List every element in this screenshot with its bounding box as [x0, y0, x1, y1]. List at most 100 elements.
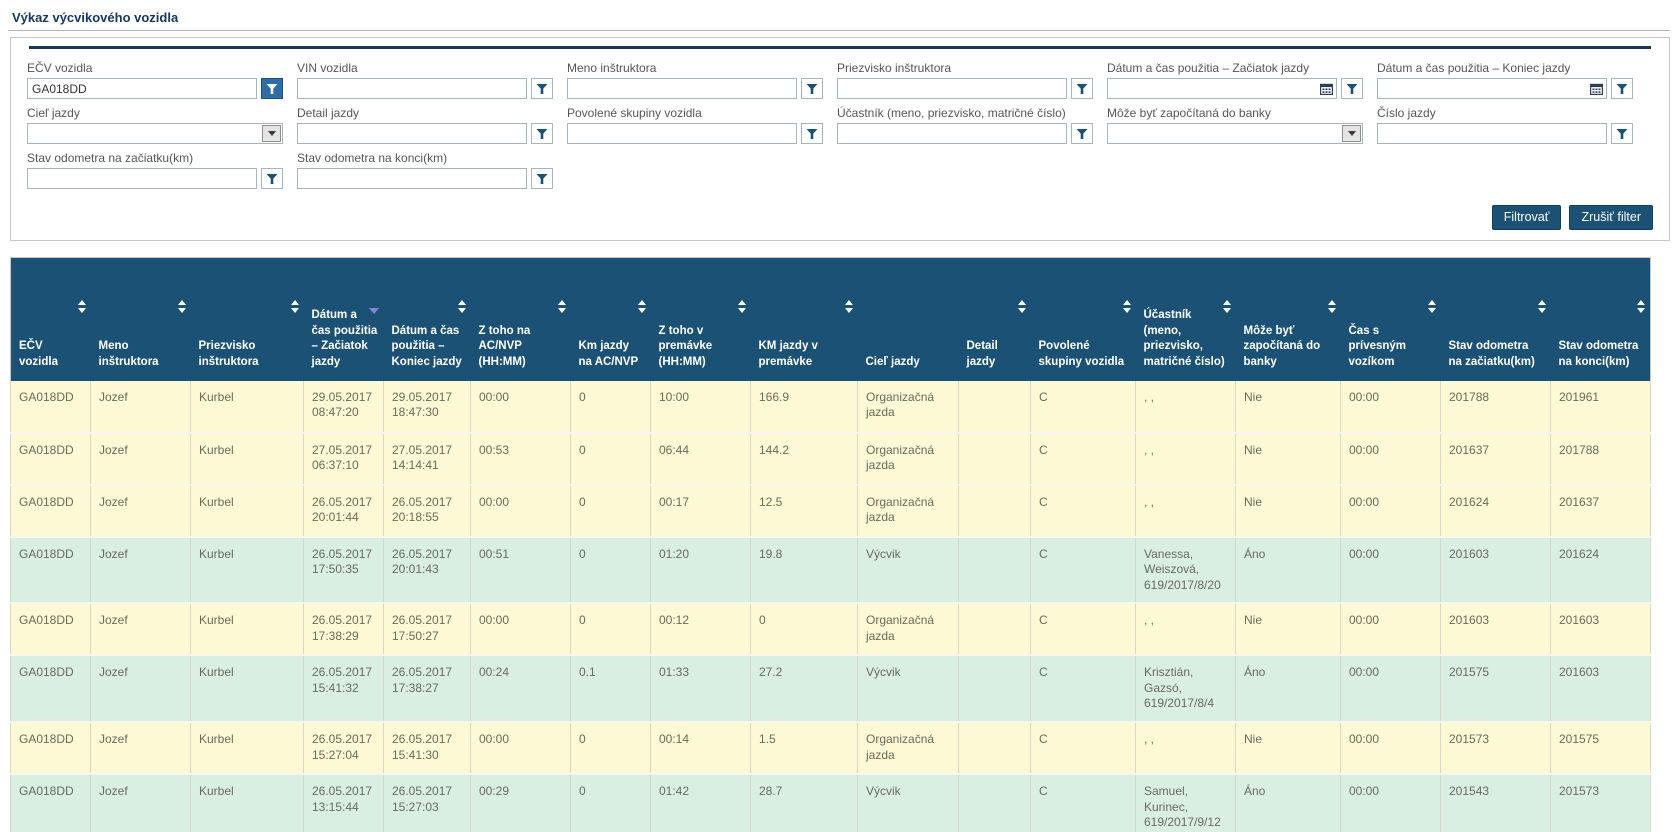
- column-header-13[interactable]: Účastník (meno, priezvisko, matričné čís…: [1135, 257, 1236, 381]
- table-row[interactable]: GA018DD Jozef Kurbel 29.05.2017 08:47:20 29.…: [10, 380, 1651, 434]
- povolene-skupiny-filter-button[interactable]: [801, 123, 823, 144]
- field-detail-jazdy: Detail jazdy: [297, 106, 553, 144]
- ciel-jazdy-dropdown-button[interactable]: [262, 125, 281, 142]
- cell: Jozef: [90, 722, 191, 776]
- cell: GA018DD: [10, 603, 91, 657]
- meno-instruktora-input[interactable]: [568, 79, 796, 98]
- column-header-14[interactable]: Môže byť započítaná do banky: [1235, 257, 1341, 381]
- sort-icon: [844, 300, 853, 313]
- table-row[interactable]: GA018DD Jozef Kurbel 26.05.2017 17:50:35 26.…: [10, 536, 1651, 605]
- datum-zaciatok-calendar-button[interactable]: [1316, 79, 1336, 98]
- priezvisko-instruktora-filter-button[interactable]: [1071, 78, 1093, 99]
- column-header-15[interactable]: Čas s prívesným vozíkom: [1340, 257, 1441, 381]
- sort-icon: [457, 300, 466, 313]
- page-title: Výkaz výcvikového vozidla: [12, 10, 179, 25]
- moze-byt-zapocitana-dropdown-button[interactable]: [1342, 125, 1361, 142]
- moze-byt-zapocitana-input[interactable]: [1108, 124, 1341, 143]
- ecv-vozidla-input[interactable]: [28, 79, 256, 98]
- funnel-icon: [266, 173, 278, 184]
- table-row[interactable]: GA018DD Jozef Kurbel 26.05.2017 13:15:44 26.…: [10, 774, 1651, 832]
- funnel-icon: [1076, 128, 1088, 139]
- funnel-icon: [536, 173, 548, 184]
- table-row[interactable]: GA018DD Jozef Kurbel 26.05.2017 17:38:29 26.…: [10, 603, 1651, 657]
- column-header-3[interactable]: Priezvisko inštruktora: [190, 257, 304, 381]
- datum-zaciatok-input[interactable]: [1108, 79, 1316, 98]
- cell: 201637: [1440, 432, 1551, 486]
- column-header-4[interactable]: Dátum a čas použitia – Začiatok jazdy: [303, 257, 384, 381]
- ucastnik-filter-button[interactable]: [1071, 123, 1093, 144]
- detail-jazdy-filter-button[interactable]: [531, 123, 553, 144]
- calendar-icon: [1589, 83, 1603, 95]
- column-header-5[interactable]: Dátum a čas použitia – Koniec jazdy: [383, 257, 471, 381]
- cell: 29.05.2017 18:47:30: [383, 380, 471, 434]
- cell: GA018DD: [10, 536, 91, 605]
- detail-jazdy-input[interactable]: [298, 124, 526, 143]
- column-header-6[interactable]: Z toho na AC/NVP (HH:MM): [470, 257, 571, 381]
- field-label: Povolené skupiny vozidla: [567, 106, 702, 120]
- cell: 01:33: [650, 655, 751, 724]
- clear-filter-button[interactable]: Zrušiť filter: [1569, 205, 1653, 230]
- cell: 28.7: [750, 774, 858, 832]
- table-row[interactable]: GA018DD Jozef Kurbel 26.05.2017 20:01:44 26.…: [10, 484, 1651, 538]
- cell: 26.05.2017 15:27:03: [383, 774, 471, 832]
- column-header-1[interactable]: EČV vozidla: [10, 257, 91, 381]
- cell: 00:00: [1340, 484, 1441, 538]
- cislo-jazdy-filter-button[interactable]: [1611, 123, 1633, 144]
- cell: Organizačná jazda: [857, 380, 959, 434]
- column-header-17[interactable]: Stav odometra na konci(km): [1550, 257, 1651, 381]
- cell: 26.05.2017 15:41:32: [303, 655, 384, 724]
- column-header-2[interactable]: Meno inštruktora: [90, 257, 191, 381]
- column-header-7[interactable]: Km jazdy na AC/NVP: [570, 257, 651, 381]
- field-meno-instruktora: Meno inštruktora: [567, 61, 823, 99]
- column-header-8[interactable]: Z toho v premávke (HH:MM): [650, 257, 751, 381]
- table-row[interactable]: GA018DD Jozef Kurbel 27.05.2017 06:37:10 27.…: [10, 432, 1651, 486]
- filter-button[interactable]: Filtrovať: [1491, 205, 1562, 230]
- cell: 00:00: [1340, 536, 1441, 605]
- column-label: Priezvisko inštruktora: [198, 340, 259, 368]
- table-row[interactable]: GA018DD Jozef Kurbel 26.05.2017 15:27:04 26.…: [10, 722, 1651, 776]
- field-label: Účastník (meno, priezvisko, matričné čís…: [837, 106, 1066, 120]
- ucastnik-input[interactable]: [838, 124, 1066, 143]
- column-label: Detail jazdy: [966, 340, 998, 368]
- panel-top-rule: [29, 46, 1651, 49]
- column-label: KM jazdy v premávke: [758, 340, 818, 368]
- field-label: Stav odometra na konci(km): [297, 151, 448, 165]
- priezvisko-instruktora-input[interactable]: [838, 79, 1066, 98]
- ecv-vozidla-filter-button[interactable]: [261, 78, 283, 99]
- column-header-11[interactable]: Detail jazdy: [958, 257, 1031, 381]
- datum-koniec-input[interactable]: [1378, 79, 1586, 98]
- ciel-jazdy-input[interactable]: [28, 124, 261, 143]
- povolene-skupiny-input[interactable]: [568, 124, 796, 143]
- column-header-9[interactable]: KM jazdy v premávke: [750, 257, 858, 381]
- cell: 144.2: [750, 432, 858, 486]
- cell: Kurbel: [190, 536, 304, 605]
- odometer-zaciatok-filter-button[interactable]: [261, 168, 283, 189]
- datum-zaciatok-filter-button[interactable]: [1341, 78, 1363, 99]
- column-header-12[interactable]: Povolené skupiny vozidla: [1030, 257, 1136, 381]
- field-label: Dátum a čas použitia – Koniec jazdy: [1377, 61, 1571, 75]
- cell: GA018DD: [10, 432, 91, 486]
- vin-vozidla-input[interactable]: [298, 79, 526, 98]
- sort-icon: [637, 300, 646, 313]
- column-header-16[interactable]: Stav odometra na začiatku(km): [1440, 257, 1551, 381]
- vin-vozidla-filter-button[interactable]: [531, 78, 553, 99]
- cell: 00:00: [1340, 380, 1441, 434]
- cell: [958, 655, 1031, 724]
- cell: 26.05.2017 17:38:27: [383, 655, 471, 724]
- datum-koniec-filter-button[interactable]: [1611, 78, 1633, 99]
- table-row[interactable]: GA018DD Jozef Kurbel 26.05.2017 15:41:32 26.…: [10, 655, 1651, 724]
- field-label: Cieľ jazdy: [27, 106, 80, 120]
- odometer-zaciatok-input[interactable]: [28, 169, 256, 188]
- meno-instruktora-filter-button[interactable]: [801, 78, 823, 99]
- cell: 201575: [1550, 722, 1651, 776]
- odometer-koniec-filter-button[interactable]: [531, 168, 553, 189]
- funnel-icon: [536, 83, 548, 94]
- datum-koniec-calendar-button[interactable]: [1586, 79, 1606, 98]
- field-label: Stav odometra na začiatku(km): [27, 151, 194, 165]
- cell: Nie: [1235, 484, 1341, 538]
- cell: , ,: [1135, 722, 1236, 776]
- cell: Kurbel: [190, 603, 304, 657]
- cell: 0.1: [570, 655, 651, 724]
- odometer-koniec-input[interactable]: [298, 169, 526, 188]
- cislo-jazdy-input[interactable]: [1378, 124, 1606, 143]
